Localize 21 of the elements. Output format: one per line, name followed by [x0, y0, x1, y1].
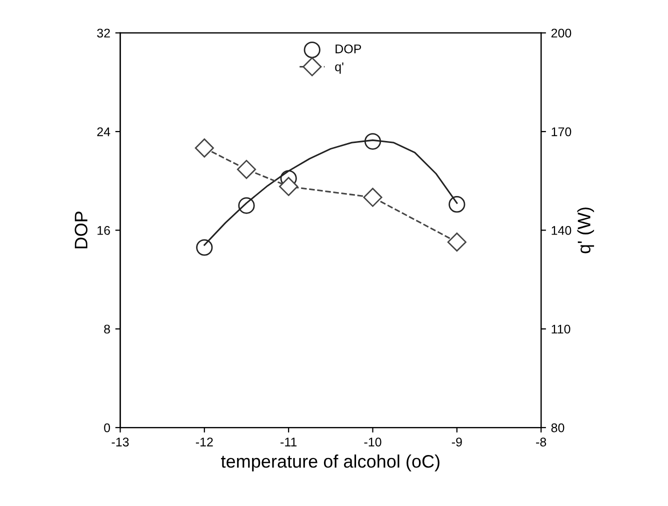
x-tick-label: -13 — [112, 438, 129, 446]
x-tick-label: -12 — [196, 438, 213, 446]
y-tick-label: 16 — [98, 226, 110, 235]
y-tick-label: 8 — [104, 324, 110, 334]
y-tick-label: 24 — [97, 127, 110, 136]
legend-label: q' — [335, 62, 344, 74]
y2-tick-label: 170 — [552, 127, 572, 136]
y2-tick-label: 110 — [552, 324, 570, 334]
y2-tick-label: 140 — [552, 226, 572, 235]
y-axis-title: DOP — [74, 212, 88, 248]
x-tick-label: -9 — [452, 438, 462, 446]
x-axis-title: temperature of alcohol (oC) — [221, 454, 440, 472]
x-tick-label: -10 — [364, 438, 382, 446]
y2-axis-title: q' (W) — [577, 208, 594, 254]
y2-tick-label: 80 — [551, 423, 564, 432]
x-tick-label: -8 — [536, 438, 546, 446]
y-tick-label: 32 — [97, 28, 110, 38]
legend-label: DOP — [336, 44, 362, 54]
x-tick-label: -11 — [280, 438, 297, 446]
y-tick-label: 0 — [104, 423, 110, 432]
y2-tick-label: 200 — [551, 28, 572, 38]
